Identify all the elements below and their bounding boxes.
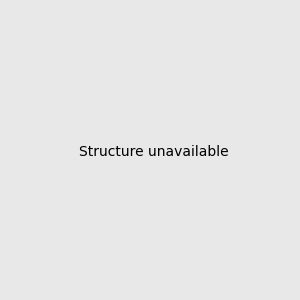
- Text: Structure unavailable: Structure unavailable: [79, 145, 229, 158]
